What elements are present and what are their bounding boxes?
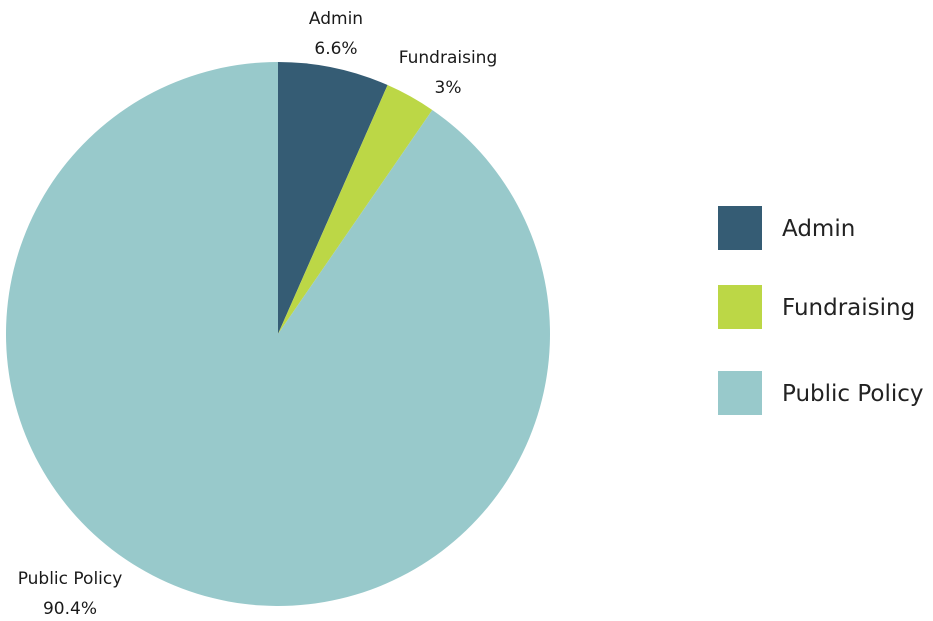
slice-value-admin: 6.6% <box>314 39 357 59</box>
slice-label-fundraising: Fundraising <box>399 48 497 68</box>
legend-label-admin: Admin <box>782 216 855 242</box>
legend-label-public-policy: Public Policy <box>782 381 924 407</box>
slice-label-public-policy: Public Policy <box>18 569 123 589</box>
pie-slices <box>6 62 551 606</box>
legend-swatch-public-policy <box>718 371 762 415</box>
legend-swatch-fundraising <box>718 285 762 329</box>
slice-labels: Admin 6.6% Fundraising 3% Public Policy 90.4% <box>18 9 498 619</box>
legend-swatch-admin <box>718 206 762 250</box>
slice-fundraising <box>278 85 433 334</box>
slice-label-admin: Admin <box>309 9 363 29</box>
legend-label-fundraising: Fundraising <box>782 295 915 321</box>
slice-value-public-policy: 90.4% <box>43 599 97 619</box>
slice-public-policy <box>6 62 551 606</box>
slice-admin <box>278 62 388 334</box>
legend: Admin Fundraising Public Policy <box>718 206 924 415</box>
slice-value-fundraising: 3% <box>435 78 462 98</box>
